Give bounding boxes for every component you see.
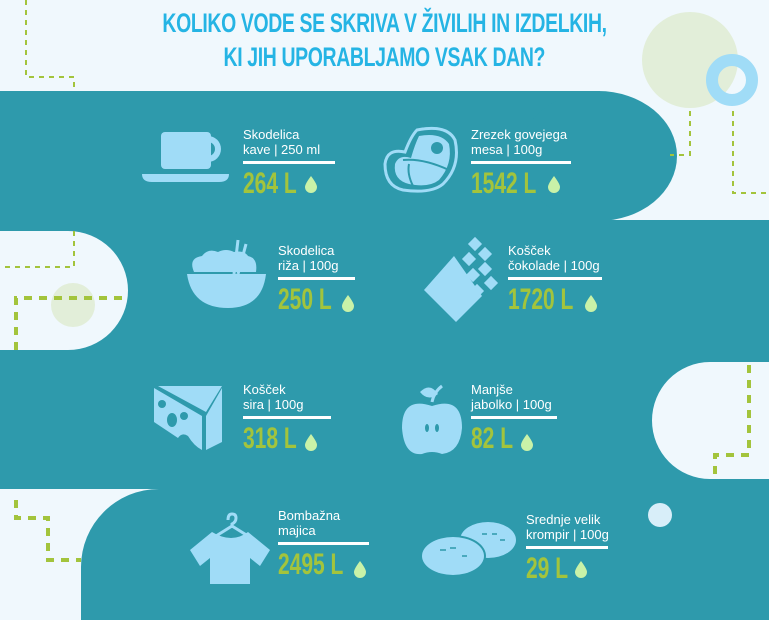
page-title: KOLIKO VODE SE SKRIVA V ŽIVILIH IN IZDEL… bbox=[0, 6, 769, 74]
item-coffee: Skodelica kave | 250 ml 264 L bbox=[243, 127, 335, 200]
divider bbox=[526, 546, 608, 549]
item-value: 2495 L bbox=[278, 548, 344, 581]
item-value: 250 L bbox=[278, 283, 332, 316]
divider bbox=[278, 542, 369, 545]
donut-icon bbox=[706, 54, 758, 106]
potato-icon bbox=[420, 522, 516, 577]
item-label: mesa | 100g bbox=[471, 142, 543, 157]
chocolate-bar-icon bbox=[424, 236, 499, 322]
item-label: kave | 250 ml bbox=[243, 142, 321, 157]
steak-icon bbox=[383, 126, 458, 193]
divider bbox=[243, 161, 335, 164]
item-label: jabolko | 100g bbox=[471, 397, 552, 412]
item-value: 318 L bbox=[243, 422, 297, 455]
item-beef: Zrezek govejega mesa | 100g 1542 L bbox=[471, 127, 571, 200]
divider bbox=[243, 416, 331, 419]
item-rice: Skodelica riža | 100g 250 L bbox=[278, 243, 355, 316]
title-line-1: KOLIKO VODE SE SKRIVA V ŽIVILIH IN IZDEL… bbox=[162, 8, 607, 38]
item-value: 264 L bbox=[243, 167, 297, 200]
divider bbox=[278, 277, 355, 280]
item-label: Manjše bbox=[471, 382, 513, 397]
item-label: sira | 100g bbox=[243, 397, 304, 412]
item-label: Skodelica bbox=[278, 243, 335, 258]
item-potato: Srednje velik krompir | 100g 29 L bbox=[526, 512, 609, 585]
item-label: riža | 100g bbox=[278, 258, 339, 273]
item-label: majica bbox=[278, 523, 316, 538]
item-chocolate: Košček čokolade | 100g 1720 L bbox=[508, 243, 602, 316]
item-value: 1542 L bbox=[471, 167, 537, 200]
right-cutout bbox=[652, 362, 769, 480]
item-label: Košček bbox=[508, 243, 551, 258]
divider bbox=[508, 277, 602, 280]
item-label: Košček bbox=[243, 382, 286, 397]
item-value: 1720 L bbox=[508, 283, 574, 316]
coffee-cup-icon bbox=[142, 132, 229, 182]
item-tshirt: Bombažna majica 2495 L bbox=[278, 508, 369, 581]
item-label: Skodelica bbox=[243, 127, 300, 142]
apple-icon bbox=[402, 384, 462, 455]
item-cheese: Košček sira | 100g 318 L bbox=[243, 382, 331, 455]
item-label: krompir | 100g bbox=[526, 527, 609, 542]
t-shirt-icon bbox=[190, 512, 270, 584]
item-label: Srednje velik bbox=[526, 512, 601, 527]
bottom-left-cutout bbox=[0, 489, 159, 620]
divider bbox=[471, 416, 557, 419]
item-label: Bombažna bbox=[278, 508, 341, 523]
divider bbox=[471, 161, 571, 164]
item-value: 82 L bbox=[471, 422, 514, 455]
item-label: Zrezek govejega bbox=[471, 127, 568, 142]
rice-bowl-icon bbox=[187, 239, 266, 308]
cheese-icon bbox=[154, 386, 222, 450]
item-value: 29 L bbox=[526, 552, 569, 585]
item-label: čokolade | 100g bbox=[508, 258, 600, 273]
title-line-2: KI JIH UPORABLJAMO VSAK DAN? bbox=[223, 42, 546, 72]
item-apple: Manjše jabolko | 100g 82 L bbox=[471, 382, 557, 455]
